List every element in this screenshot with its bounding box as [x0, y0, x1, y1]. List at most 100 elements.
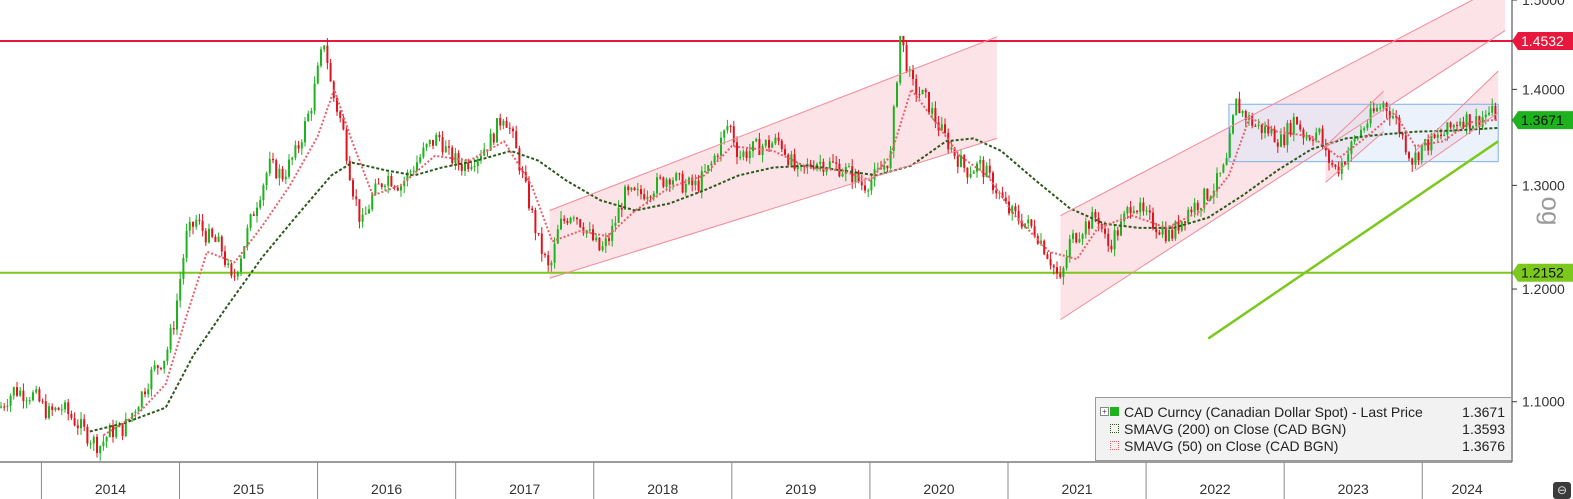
candle-body	[396, 187, 399, 191]
candle-body	[1305, 137, 1308, 139]
candle-body	[464, 162, 466, 172]
candle-body	[22, 390, 25, 401]
candle-body	[985, 165, 988, 178]
candle-body	[700, 171, 703, 191]
candle-body	[172, 328, 175, 330]
candle-body	[1494, 105, 1497, 121]
candle-body	[73, 418, 76, 426]
candle-body	[860, 181, 863, 186]
candle-body	[275, 160, 278, 179]
x-tick-label: 2014	[95, 481, 126, 497]
candle-body	[192, 221, 194, 227]
candle-body	[867, 190, 870, 192]
candle-body	[1052, 265, 1055, 268]
candle-body	[604, 238, 607, 247]
candle-body	[681, 173, 684, 193]
candle-body	[1145, 210, 1148, 212]
candle-body	[198, 219, 201, 221]
candle-body	[547, 255, 550, 266]
candle-body	[854, 171, 857, 183]
expand-icon[interactable]: +	[1100, 407, 1109, 416]
candle-body	[582, 226, 585, 234]
candle-body	[1139, 202, 1142, 212]
candle-body	[505, 120, 508, 128]
channel-line	[1415, 112, 1499, 171]
candle-body	[444, 146, 447, 153]
candle-body	[1081, 234, 1084, 240]
candle-body	[1491, 105, 1494, 113]
legend-row-last-price: + CAD Curncy (Canadian Dollar Spot) - La…	[1100, 404, 1505, 421]
candle-body	[1072, 233, 1074, 240]
y-tick-label: 1.5000	[1522, 0, 1565, 8]
candle-body	[108, 425, 111, 438]
candle-body	[208, 228, 210, 243]
candle-body	[963, 155, 966, 168]
candle-body	[345, 129, 348, 161]
candle-body	[1433, 134, 1436, 138]
candle-body	[364, 213, 367, 215]
x-tick-label: 2020	[923, 481, 954, 497]
candle-body	[99, 446, 102, 453]
candle-body	[224, 251, 226, 265]
candle-body	[697, 180, 700, 191]
candle-body	[67, 402, 70, 414]
candle-body	[1020, 220, 1023, 228]
candle-body	[1209, 196, 1212, 200]
candle-body	[246, 227, 249, 247]
candle-body	[563, 218, 566, 221]
candle-body	[1091, 211, 1094, 229]
candle-body	[1113, 230, 1116, 250]
overlay-fills	[549, 0, 1506, 320]
candle-body	[1184, 221, 1186, 223]
candle-body	[1056, 267, 1058, 274]
channel-line	[1325, 90, 1384, 147]
sma50-line	[103, 86, 1499, 436]
candle-body	[675, 173, 678, 181]
candle-body	[83, 419, 86, 427]
candle-body	[1315, 132, 1318, 141]
candle-body	[1164, 227, 1167, 241]
candle-body	[32, 392, 34, 401]
candle-body	[240, 258, 242, 272]
candle-body	[726, 126, 729, 131]
candle-body	[451, 147, 454, 164]
candle-body	[358, 199, 361, 222]
candle-body	[300, 142, 303, 149]
candle-body	[1411, 158, 1414, 165]
candle-body	[435, 134, 438, 146]
channel-line	[549, 36, 998, 211]
candle-body	[233, 275, 236, 277]
candle-body	[1350, 141, 1353, 154]
candle-body	[566, 220, 569, 224]
candle-body	[339, 111, 342, 118]
candle-body	[438, 134, 441, 138]
candle-body	[1344, 162, 1346, 165]
candle-body	[940, 124, 943, 131]
candle-body	[54, 407, 57, 411]
x-tick-label: 2017	[509, 481, 540, 497]
candle-body	[668, 179, 671, 185]
candle-body	[643, 194, 646, 200]
candle-body	[1408, 152, 1410, 159]
collapse-icon[interactable]: ⊖	[1553, 482, 1571, 499]
candle-body	[1225, 157, 1228, 165]
candle-body	[163, 360, 166, 369]
candle-body	[1008, 201, 1010, 214]
candle-body	[217, 236, 220, 242]
candle-body	[1459, 121, 1462, 126]
channel-line	[1414, 70, 1499, 152]
candle-body	[1360, 130, 1362, 138]
resistance-tag-bg	[1512, 32, 1573, 51]
candle-body	[1296, 117, 1298, 125]
candle-body	[1283, 134, 1286, 146]
candle-body	[313, 83, 316, 111]
candle-body	[1235, 98, 1238, 116]
candle-body	[1427, 139, 1430, 151]
candle-body	[620, 207, 623, 210]
candle-body	[60, 409, 63, 411]
candle-body	[752, 141, 754, 152]
candle-body	[1465, 114, 1468, 128]
candle-body	[1280, 134, 1282, 147]
candle-body	[716, 155, 719, 157]
legend-swatch-sma200	[1110, 424, 1119, 433]
